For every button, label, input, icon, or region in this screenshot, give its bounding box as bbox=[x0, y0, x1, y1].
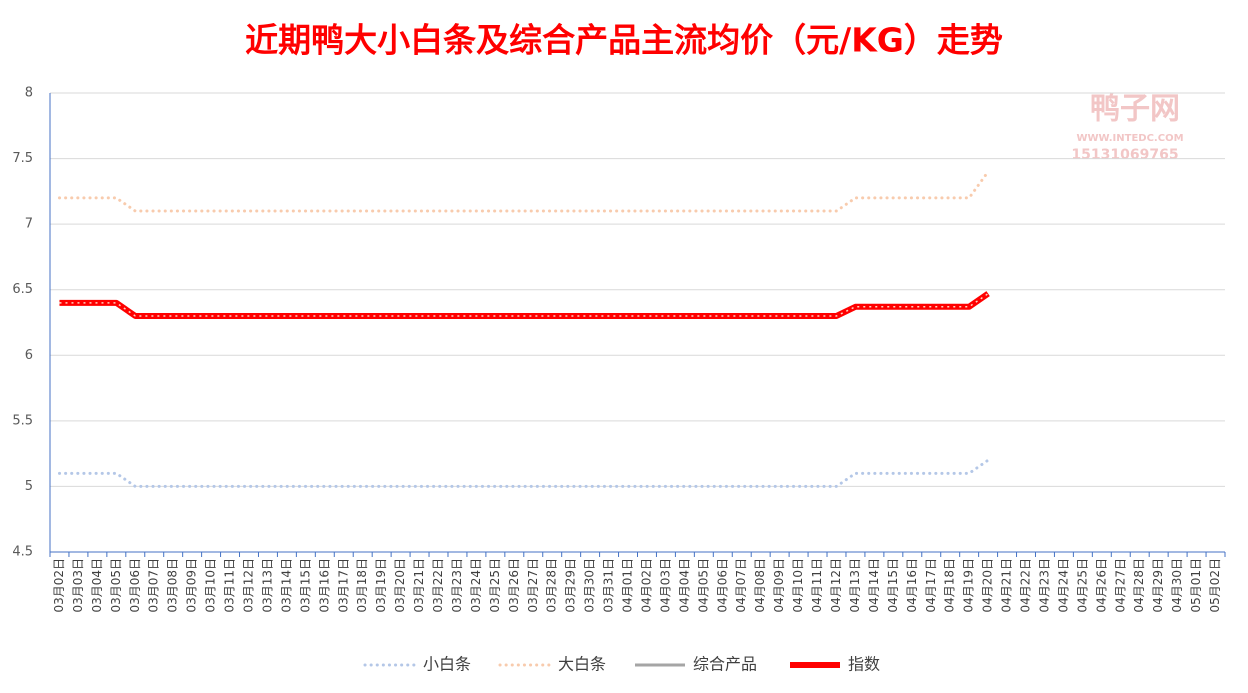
x-tick-label: 03月03日 bbox=[71, 558, 85, 613]
x-tick-label: 04月14日 bbox=[867, 558, 881, 613]
x-tick-label: 03月30日 bbox=[583, 558, 597, 613]
x-tick-label: 03月26日 bbox=[507, 558, 521, 613]
x-tick-label: 04月04日 bbox=[677, 558, 691, 613]
legend-label: 指数 bbox=[848, 655, 880, 674]
x-tick-label: 03月07日 bbox=[147, 558, 161, 613]
x-tick-label: 03月28日 bbox=[545, 558, 559, 613]
legend-label: 综合产品 bbox=[693, 655, 757, 674]
x-tick-label: 04月16日 bbox=[905, 558, 919, 613]
x-tick-label: 04月29日 bbox=[1151, 558, 1165, 613]
x-tick-label: 04月17日 bbox=[924, 558, 938, 613]
x-tick-label: 04月01日 bbox=[621, 558, 635, 613]
x-tick-label: 04月11日 bbox=[810, 558, 824, 613]
watermark: 鸭子网 bbox=[1090, 92, 1180, 127]
x-tick-label: 04月24日 bbox=[1056, 558, 1070, 613]
x-tick-label: 04月09日 bbox=[772, 558, 786, 613]
y-tick-label: 8 bbox=[25, 86, 33, 101]
x-tick-label: 03月19日 bbox=[374, 558, 388, 613]
x-tick-label: 03月31日 bbox=[602, 558, 616, 613]
x-tick-label: 03月02日 bbox=[52, 558, 66, 613]
legend-label: 小白条 bbox=[423, 655, 471, 674]
x-tick-label: 04月18日 bbox=[943, 558, 957, 613]
y-tick-label: 7.5 bbox=[12, 151, 33, 166]
y-tick-label: 5 bbox=[25, 479, 33, 494]
watermark: WWW.INTEDC.COM bbox=[1076, 133, 1183, 144]
x-tick-label: 03月08日 bbox=[166, 558, 180, 613]
x-tick-label: 03月14日 bbox=[279, 558, 293, 613]
y-tick-label: 6.5 bbox=[12, 282, 33, 297]
x-tick-label: 03月21日 bbox=[412, 558, 426, 613]
x-tick-label: 05月02日 bbox=[1208, 558, 1222, 613]
x-tick-label: 03月29日 bbox=[564, 558, 578, 613]
x-tick-label: 04月05日 bbox=[696, 558, 710, 613]
x-tick-label: 03月16日 bbox=[317, 558, 331, 613]
x-tick-label: 03月05日 bbox=[109, 558, 123, 613]
x-tick-label: 04月28日 bbox=[1132, 558, 1146, 613]
x-tick-label: 04月15日 bbox=[886, 558, 900, 613]
x-tick-label: 03月11日 bbox=[223, 558, 237, 613]
y-tick-label: 6 bbox=[25, 348, 33, 363]
series-line bbox=[57, 458, 990, 488]
x-tick-label: 04月23日 bbox=[1037, 558, 1051, 613]
x-tick-label: 04月30日 bbox=[1170, 558, 1184, 613]
series-line-pattern bbox=[59, 293, 989, 317]
x-tick-label: 04月22日 bbox=[1019, 558, 1033, 613]
x-tick-label: 03月27日 bbox=[526, 558, 540, 613]
y-tick-label: 5.5 bbox=[12, 413, 33, 428]
x-tick-label: 03月17日 bbox=[336, 558, 350, 613]
x-tick-label: 03月12日 bbox=[241, 558, 255, 613]
x-tick-label: 04月13日 bbox=[848, 558, 862, 613]
x-tick-label: 04月06日 bbox=[715, 558, 729, 613]
x-tick-label: 05月01日 bbox=[1189, 558, 1203, 613]
x-tick-label: 04月12日 bbox=[829, 558, 843, 613]
x-tick-label: 03月22日 bbox=[431, 558, 445, 613]
y-tick-label: 7 bbox=[25, 217, 33, 232]
chart-title: 近期鸭大小白条及综合产品主流均价（元/KG）走势 bbox=[245, 21, 1003, 60]
x-tick-label: 03月15日 bbox=[298, 558, 312, 613]
x-tick-label: 04月10日 bbox=[791, 558, 805, 613]
x-tick-label: 04月19日 bbox=[962, 558, 976, 613]
x-tick-label: 04月03日 bbox=[658, 558, 672, 613]
x-tick-label: 03月13日 bbox=[260, 558, 274, 613]
x-tick-label: 04月26日 bbox=[1094, 558, 1108, 613]
x-tick-label: 03月10日 bbox=[204, 558, 218, 613]
x-tick-label: 03月23日 bbox=[450, 558, 464, 613]
x-tick-label: 04月25日 bbox=[1075, 558, 1089, 613]
watermark: 15131069765 bbox=[1071, 147, 1178, 163]
x-tick-label: 03月20日 bbox=[393, 558, 407, 613]
x-tick-label: 04月20日 bbox=[981, 558, 995, 613]
x-tick-label: 04月07日 bbox=[734, 558, 748, 613]
x-tick-label: 03月24日 bbox=[469, 558, 483, 613]
x-tick-label: 04月02日 bbox=[639, 558, 653, 613]
x-tick-label: 04月21日 bbox=[1000, 558, 1014, 613]
x-tick-label: 04月08日 bbox=[753, 558, 767, 613]
x-tick-label: 03月04日 bbox=[90, 558, 104, 613]
y-tick-label: 4.5 bbox=[12, 545, 33, 560]
series-line bbox=[57, 170, 990, 213]
x-tick-label: 03月25日 bbox=[488, 558, 502, 613]
x-tick-label: 03月18日 bbox=[355, 558, 369, 613]
x-tick-label: 03月06日 bbox=[128, 558, 142, 613]
legend-label: 大白条 bbox=[558, 655, 606, 674]
x-tick-label: 04月27日 bbox=[1113, 558, 1127, 613]
x-tick-label: 03月09日 bbox=[185, 558, 199, 613]
